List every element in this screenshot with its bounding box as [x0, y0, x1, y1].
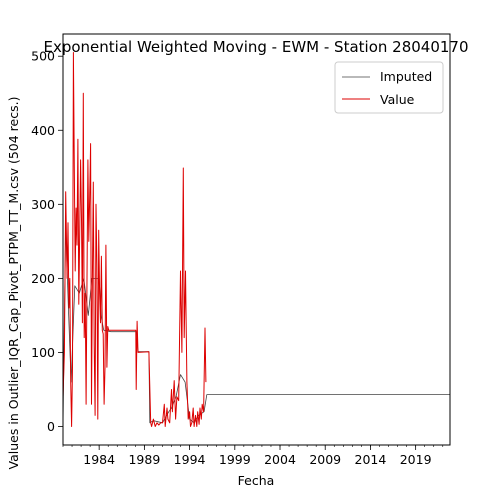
- y-tick-label: 400: [31, 123, 55, 138]
- y-axis-label: Values in Outlier_IQR_Cap_Pivot_PTPM_TT_…: [6, 97, 21, 470]
- x-tick-label: 1989: [128, 452, 160, 467]
- y-tick-label: 100: [31, 345, 55, 360]
- y-tick-label: 500: [31, 49, 55, 64]
- y-tick-label: 300: [31, 197, 55, 212]
- legend-label-imputed: Imputed: [380, 69, 432, 84]
- x-axis-label: Fecha: [238, 473, 275, 488]
- legend-label-value: Value: [380, 92, 415, 107]
- x-tick-label: 2004: [264, 452, 296, 467]
- x-tick-label: 1999: [219, 452, 251, 467]
- x-tick-label: 2014: [355, 452, 387, 467]
- plot-area: [62, 52, 450, 427]
- x-axis: 1984 1989 1994 1999 2004 2009 2014 2019: [62, 445, 444, 467]
- series-line-imputed: [62, 226, 450, 427]
- x-tick-label: 1984: [83, 452, 115, 467]
- y-axis: 0 100 200 300 400 500: [31, 49, 63, 434]
- y-tick-label: 0: [47, 419, 55, 434]
- series-line-value: [62, 52, 207, 427]
- chart-title: Exponential Weighted Moving - EWM - Stat…: [43, 38, 468, 56]
- legend: Imputed Value: [334, 61, 444, 114]
- legend-box: [334, 61, 444, 114]
- x-tick-label: 2009: [309, 452, 341, 467]
- x-tick-label: 2019: [400, 452, 432, 467]
- axes-frame: [62, 33, 451, 446]
- x-tick-label: 1994: [174, 452, 206, 467]
- y-tick-label: 200: [31, 271, 55, 286]
